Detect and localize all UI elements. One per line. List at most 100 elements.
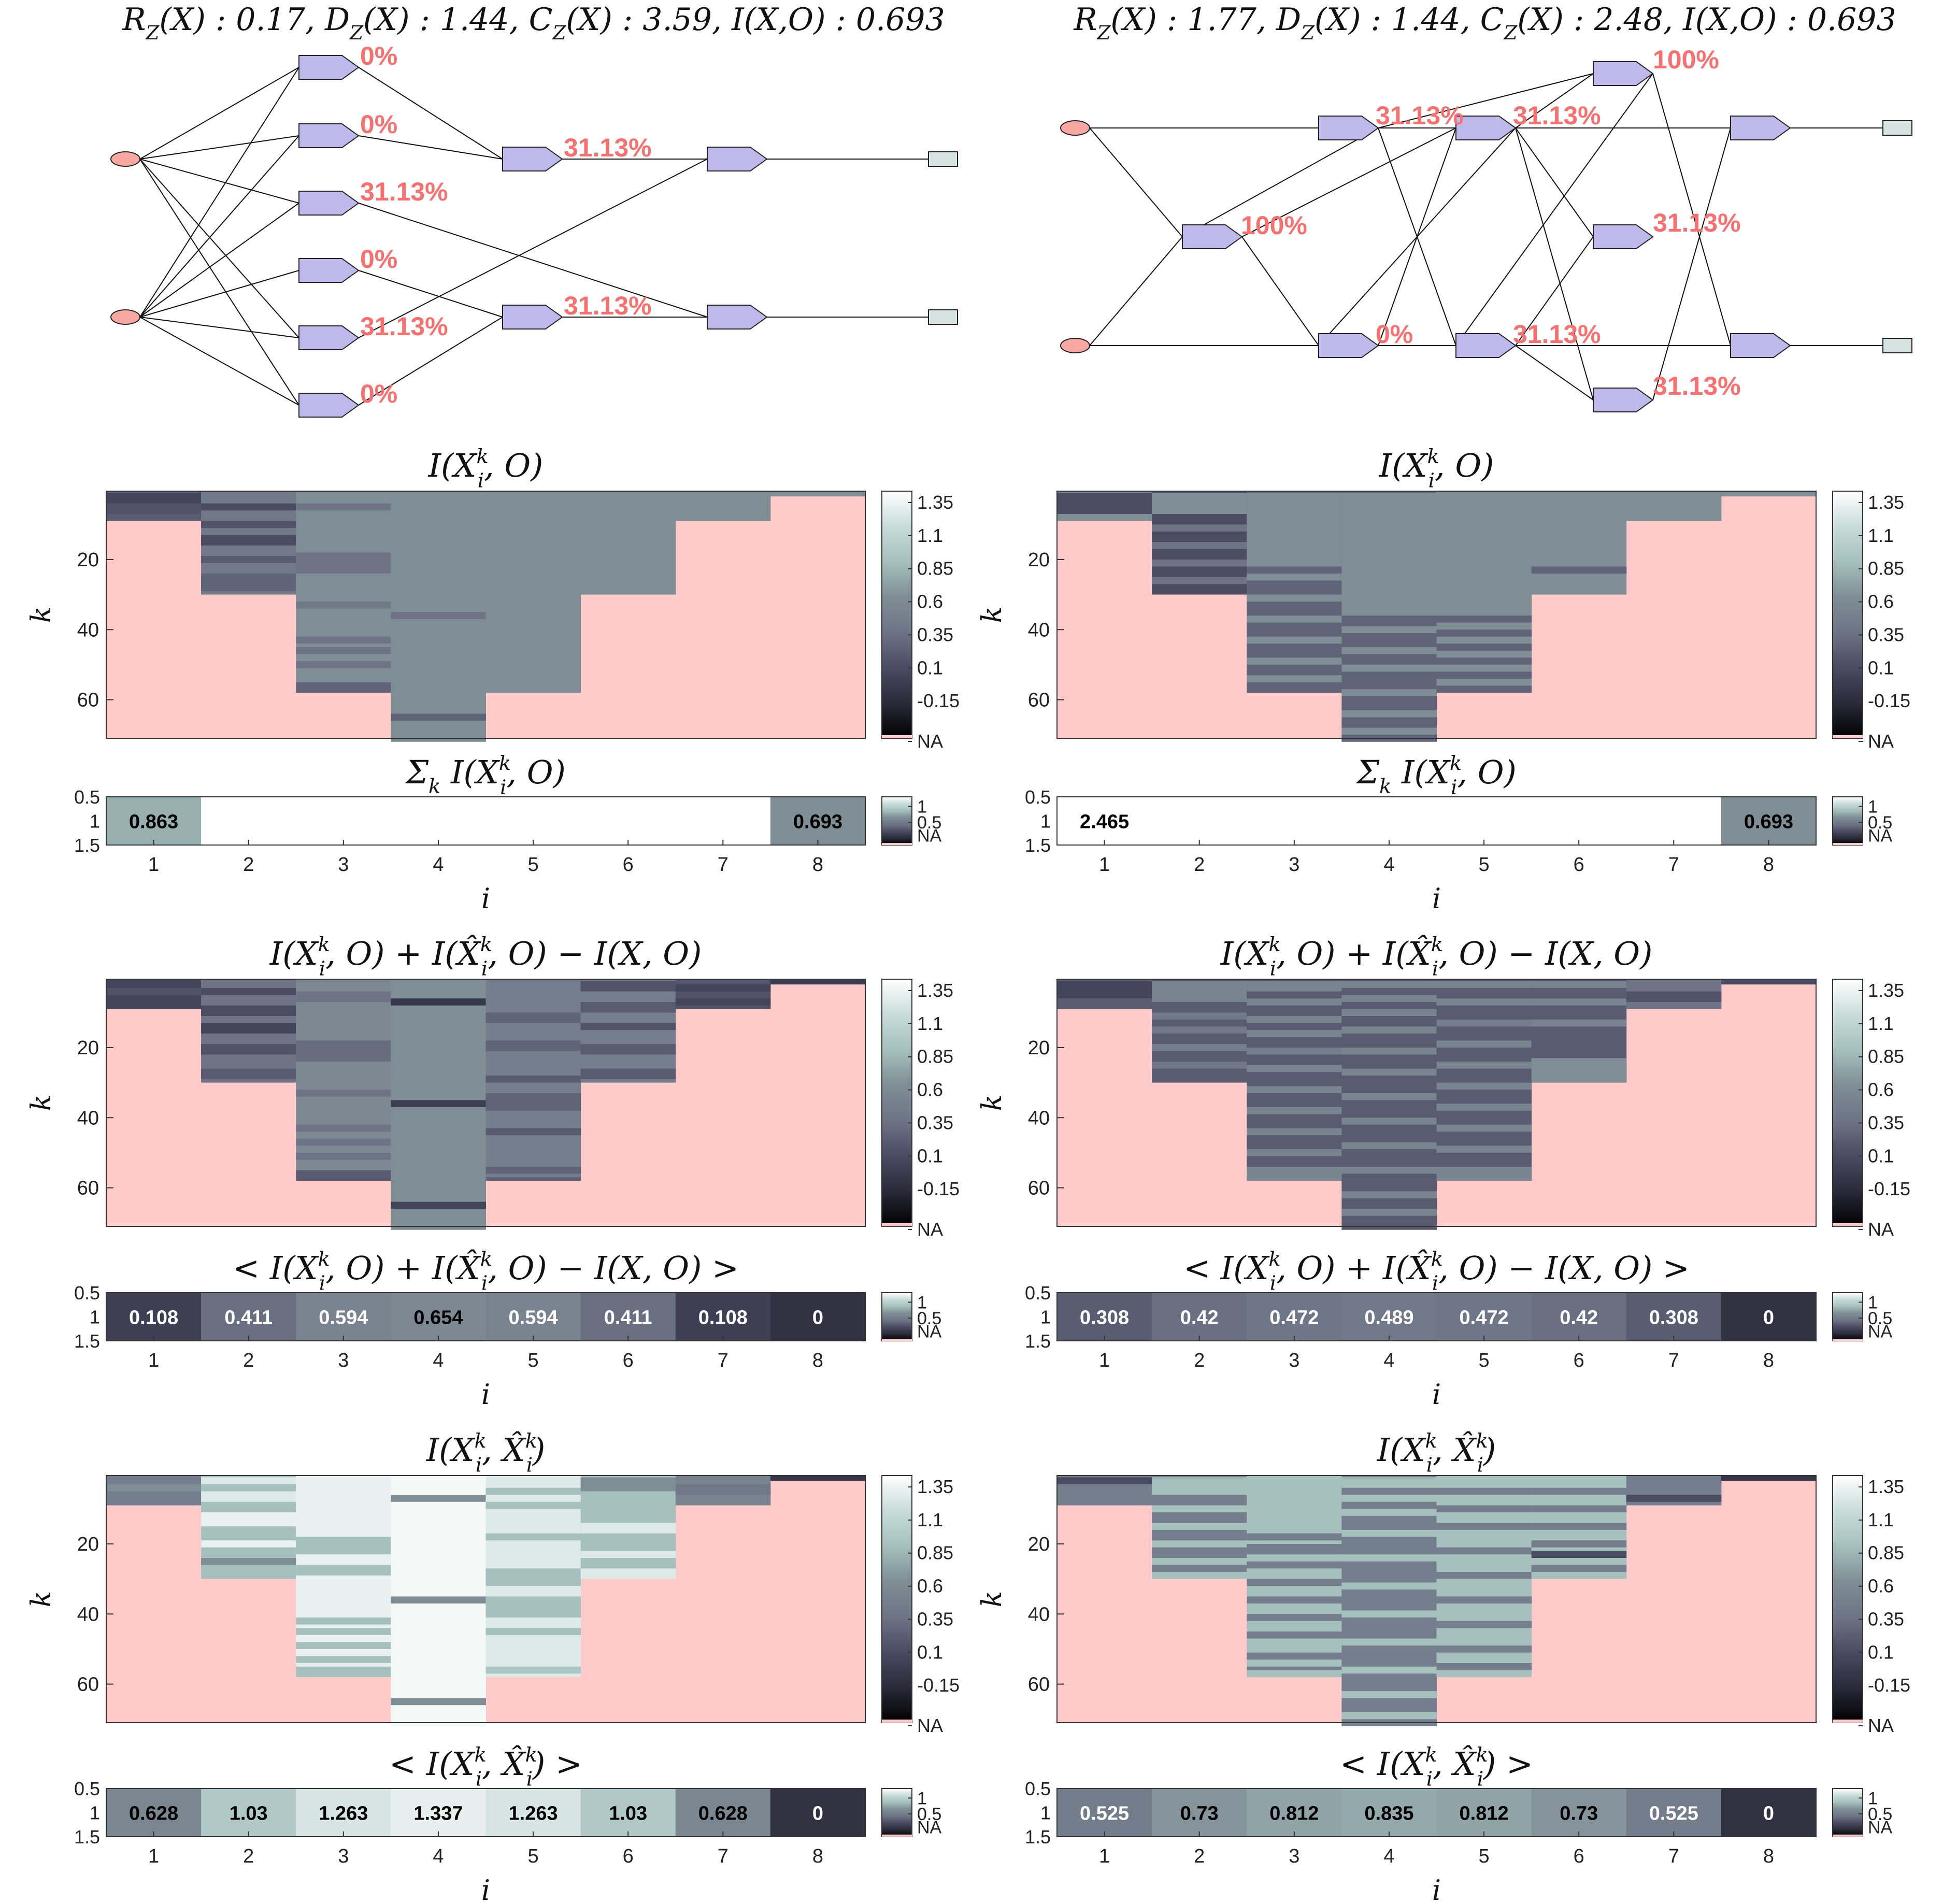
network-edge [358, 159, 708, 338]
title-part: , O) [484, 447, 543, 484]
heatmap-cell [296, 1642, 391, 1649]
title-part: , [1433, 1745, 1453, 1783]
data-label: 0.654 [413, 1307, 463, 1329]
heatmap-cell [201, 1023, 296, 1034]
y-tick-label: 0.5 [74, 1778, 100, 1799]
left-title: RZ​(X) : 0.17, DZ​(X) : 1.44, CZ​(X) : 3… [122, 2, 945, 44]
right-bar-cbar-1: 10.5NA [1832, 1292, 1893, 1341]
right-heatmap-1: I(Xki​, O) + I(X̂ki​, O) − I(X, O)204060… [977, 933, 1817, 1230]
data-label: 0.835 [1364, 1803, 1413, 1825]
heatmap-cell [485, 1568, 581, 1586]
colorbar-tick: 1 [1868, 1788, 1878, 1808]
colorbar [881, 1788, 912, 1837]
bar-title: Σk​ I(Xki​, O) [1355, 752, 1517, 799]
colorbar-tick: 0.1 [1868, 657, 1894, 678]
title-sub: Z [146, 21, 160, 44]
title-sup: k [525, 1429, 537, 1453]
x-tick-label: 2 [243, 1845, 254, 1867]
heatmap-cell [1152, 1523, 1247, 1530]
heatmap-cell [296, 1628, 391, 1635]
colorbar-tick: -0.15 [1868, 690, 1910, 711]
title-part: , [1433, 1431, 1453, 1469]
network-edge [1182, 127, 1379, 237]
heatmap-cell [201, 1491, 296, 1502]
y-tick-label: 1.5 [1025, 835, 1051, 856]
y-tick-label: 1.5 [1025, 1330, 1051, 1352]
network-edge [139, 203, 299, 318]
title-var: X̂ [455, 1249, 482, 1287]
heatmap-cell [770, 1476, 866, 1481]
x-tick-label: 8 [812, 1350, 823, 1371]
gate-node [1455, 333, 1517, 358]
heatmap-cell [1436, 1082, 1532, 1090]
heatmap-cell [1341, 1691, 1437, 1698]
y-axis-label: k [26, 607, 57, 623]
x-tick-label: 7 [718, 1845, 728, 1867]
bar-cell [201, 797, 296, 845]
heatmap-cell [1436, 615, 1532, 623]
heatmap-cell [580, 979, 676, 1083]
colorbar-tick: -0.15 [1868, 1674, 1910, 1696]
title-sub: i [1270, 1271, 1276, 1295]
heatmap-cell [1436, 1523, 1532, 1530]
data-label: 0.628 [698, 1803, 748, 1825]
gate-node [502, 147, 563, 171]
heatmap-cell [485, 1533, 581, 1541]
bar-cell [296, 1788, 391, 1837]
title-part: (X) : 1.77, [1110, 2, 1276, 38]
title-part: I( [428, 447, 454, 484]
colorbar [881, 491, 912, 739]
title-sup: k [318, 933, 330, 956]
heatmap-frame [1056, 491, 1817, 739]
percent-label: 0% [360, 245, 397, 274]
title-sup: k [1431, 1248, 1443, 1271]
colorbar-na [1833, 1223, 1863, 1226]
x-tick-label: 8 [1763, 854, 1774, 876]
title-var: X [449, 1431, 476, 1469]
y-axis-label: k [26, 1095, 57, 1111]
x-tick-label: 3 [1289, 1350, 1299, 1371]
colorbar-tick: 0.85 [1868, 1542, 1904, 1564]
title-sub: i [1432, 957, 1438, 980]
title-part: I( [440, 753, 477, 791]
heatmap-cell [1152, 577, 1247, 584]
network-edge [139, 135, 299, 160]
heatmap-cell [1341, 1529, 1437, 1537]
network-edge [1241, 236, 1319, 346]
x-tick-label: 5 [527, 854, 538, 876]
title-var: X [1244, 1249, 1270, 1287]
title-sub: i [526, 1453, 533, 1477]
title-part: , O) [506, 753, 565, 791]
colorbar-tick: -0.15 [917, 1674, 960, 1696]
heatmap-cell [485, 1128, 581, 1136]
gate-node [1593, 224, 1654, 249]
y-tick-label: 40 [1028, 1107, 1050, 1129]
title-part: (X) : 1.44, [363, 2, 529, 38]
title-sub: i [319, 957, 325, 980]
heatmap-cell [1247, 1016, 1342, 1023]
data-label: 0.308 [1649, 1307, 1698, 1329]
heatmap-cell [1152, 1558, 1247, 1565]
colorbar-tick: 0.35 [917, 1608, 953, 1629]
title-var: X̂ [1451, 1431, 1477, 1469]
network-edge [1378, 73, 1594, 128]
bar-cell [1436, 797, 1532, 845]
y-tick-label: 0.5 [74, 1282, 100, 1304]
heatmap-cell [391, 1201, 486, 1209]
heatmap-cell [485, 1666, 581, 1674]
left-bar-0: Σk​ I(Xki​, O) 0.863 0.693 0.5 1 1.5 1 2 3 4 5 6 7 8 i [74, 752, 866, 915]
colorbar-tick: 1.1 [1868, 1509, 1894, 1530]
network-edge [1241, 127, 1456, 237]
y-axis-label: k [977, 1591, 1008, 1608]
heatmap-cell [1436, 1166, 1532, 1181]
y-tick-label: 40 [77, 1107, 99, 1129]
colorbar-na [1833, 1339, 1863, 1341]
colorbar-na [1833, 735, 1863, 738]
colorbar-tick: NA [917, 826, 942, 846]
colorbar-tick: 1.35 [917, 980, 953, 1001]
input-node [1060, 338, 1090, 353]
y-tick-label: 20 [77, 549, 99, 571]
heatmap-cell [1247, 1476, 1342, 1678]
network-edge [1652, 127, 1731, 400]
input-node [110, 309, 140, 325]
